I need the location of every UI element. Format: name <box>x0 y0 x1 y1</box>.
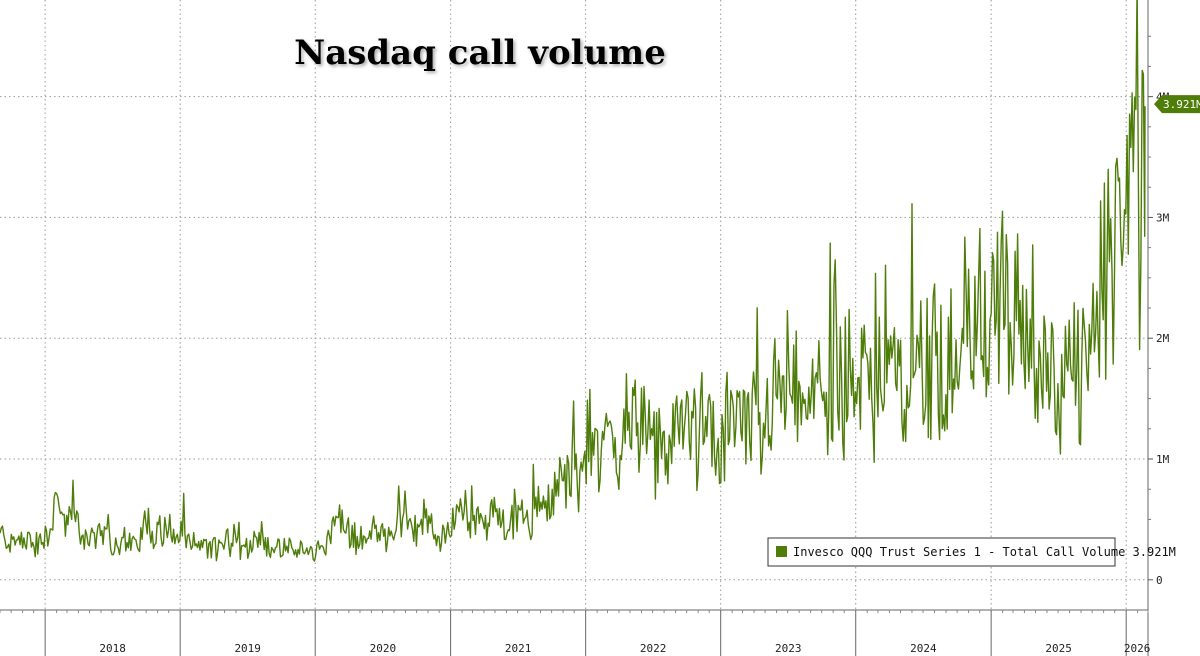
chart-title: Nasdaq call volume <box>294 33 666 73</box>
x-tick-label: 2018 <box>99 642 126 655</box>
x-tick-label: 2025 <box>1045 642 1072 655</box>
legend-swatch <box>776 546 787 557</box>
x-tick-label: 2019 <box>234 642 261 655</box>
last-value-text: 3.921M <box>1163 98 1200 111</box>
last-value-box <box>1154 95 1200 114</box>
legend: Invesco QQQ Trust Series 1 - Total Call … <box>767 537 1176 567</box>
x-tick-label: 2022 <box>640 642 667 655</box>
y-tick-label: 2M <box>1156 332 1170 345</box>
x-axis: 2018 2019 2020 2021 2022 2023 2024 2025 2026 <box>0 609 1151 656</box>
series-group <box>0 0 1146 562</box>
series-line <box>0 0 1146 562</box>
x-tick-label: 2021 <box>505 642 532 655</box>
x-tick-label: 2024 <box>910 642 937 655</box>
x-tick-label: 2026 <box>1124 642 1151 655</box>
x-tick-label: 2020 <box>370 642 397 655</box>
y-axis: 01M2M3M4M <box>1147 0 1170 656</box>
y-tick-label: 0 <box>1156 574 1163 587</box>
legend-box <box>767 537 1116 567</box>
y-tick-label: 1M <box>1156 453 1170 466</box>
legend-label: Invesco QQQ Trust Series 1 - Total Call … <box>793 545 1176 559</box>
y-tick-label: 3M <box>1156 211 1170 224</box>
last-value-marker: 3.921M <box>1154 95 1200 114</box>
x-tick-label: 2023 <box>775 642 802 655</box>
